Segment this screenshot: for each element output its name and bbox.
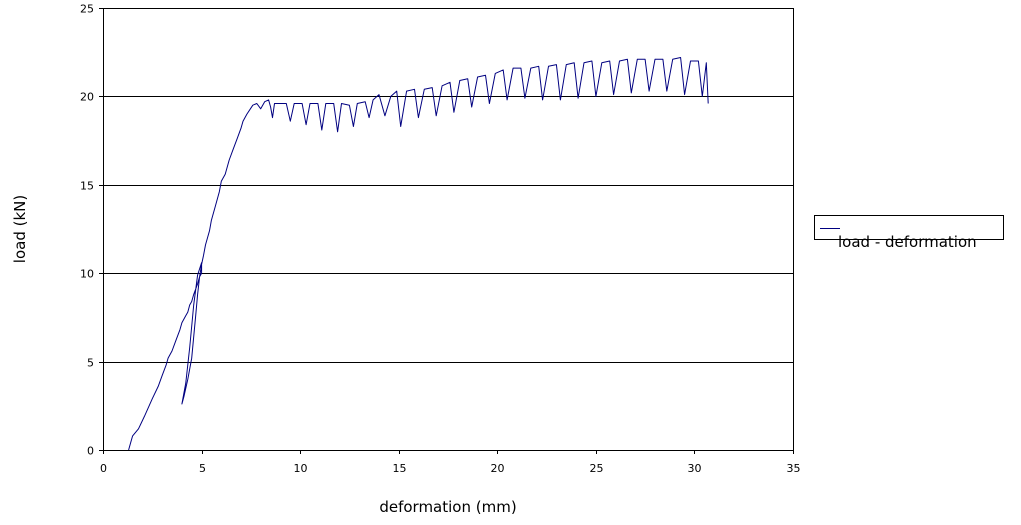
series-layer — [128, 57, 709, 451]
x-tick-label: 35 — [787, 462, 801, 475]
x-tick-label: 10 — [294, 462, 308, 475]
plot-area-frame — [103, 8, 794, 451]
y-tick-label: 0 — [87, 445, 94, 458]
y-tick-label: 10 — [80, 268, 94, 281]
legend-label: load - deformation — [838, 233, 977, 251]
legend: load - deformation — [814, 215, 1004, 251]
x-tick-label: 25 — [590, 462, 604, 475]
axis-ticks: 0 5 10 15 20 25 0 5 10 15 20 25 30 35 — [80, 3, 801, 476]
series-line — [128, 57, 709, 451]
x-tick-label: 5 — [199, 462, 206, 475]
x-axis-title: deformation (mm) — [379, 498, 516, 516]
y-tick-label: 5 — [87, 357, 94, 370]
y-tick-label: 25 — [80, 3, 94, 16]
x-tick-label: 30 — [688, 462, 702, 475]
x-tick-label: 15 — [393, 462, 407, 475]
gridlines — [103, 96, 793, 363]
y-tick-label: 15 — [80, 180, 94, 193]
x-tick-label: 20 — [491, 462, 505, 475]
x-tick-label: 0 — [100, 462, 107, 475]
y-axis-title: load (kN) — [11, 195, 29, 263]
legend-box — [814, 215, 1004, 240]
y-tick-label: 20 — [80, 91, 94, 104]
